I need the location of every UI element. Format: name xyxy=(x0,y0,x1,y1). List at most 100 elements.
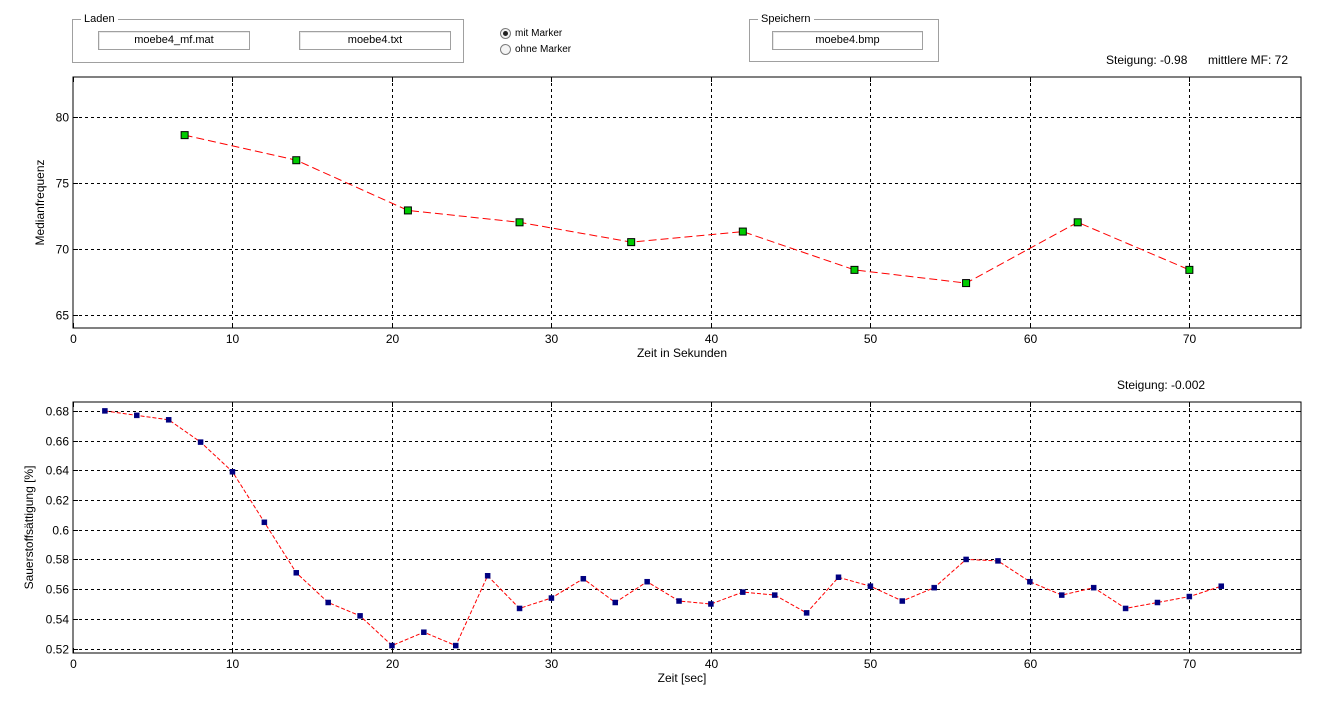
bottom-data-point xyxy=(1027,578,1033,585)
top-series-line xyxy=(184,134,1190,284)
bottom-data-point xyxy=(995,558,1001,564)
bottom-xtick-label: 10 xyxy=(226,657,240,671)
speichern-group: Speichern moebe4.bmp xyxy=(749,12,939,62)
laden-title: Laden xyxy=(81,12,118,26)
bottom-data-point xyxy=(612,599,618,606)
top-plot-area xyxy=(72,76,1302,329)
bottom-ytick-label: 0.54 xyxy=(46,613,70,627)
top-data-point xyxy=(1185,265,1194,274)
bottom-xtick-label: 60 xyxy=(1024,657,1038,671)
bottom-data-point xyxy=(197,439,204,445)
bottom-data-point xyxy=(165,417,172,423)
bottom-data-point xyxy=(899,598,906,604)
bottom-data-point xyxy=(325,599,331,606)
bottom-xtick-label: 40 xyxy=(705,657,719,671)
top-xtick-label: 30 xyxy=(545,332,559,346)
top-xtick-label: 50 xyxy=(864,332,878,346)
radio-ohne-marker-circle[interactable] xyxy=(500,43,511,55)
radio-mit-marker-label: mit Marker xyxy=(515,27,563,39)
bottom-ytick-label: 0.6 xyxy=(52,524,69,538)
bottom-data-point xyxy=(1122,605,1129,612)
bottom-data-point xyxy=(931,584,937,591)
bottom-series-line xyxy=(104,410,1222,647)
top-ylabel: Medianfrequenz xyxy=(33,159,47,245)
bottom-data-point xyxy=(134,412,140,419)
bottom-data-point xyxy=(261,519,268,526)
top-xtick-label: 40 xyxy=(705,332,719,346)
bottom-data-point xyxy=(357,613,363,619)
top-xlabel: Zeit in Sekunden xyxy=(637,346,727,360)
bottom-data-point xyxy=(389,642,395,649)
radio-mit-marker-circle[interactable] xyxy=(500,27,511,39)
laden-group: Laden moebe4_mf.mat moebe4.txt xyxy=(72,12,464,63)
radio-selected-dot xyxy=(503,30,508,36)
top-xtick-label: 0 xyxy=(70,332,77,346)
bottom-data-point xyxy=(1090,584,1097,591)
top-steigung-text: Steigung: -0.98 xyxy=(1106,53,1188,67)
radio-mit-marker[interactable]: mit Marker xyxy=(500,26,562,40)
bottom-data-point xyxy=(548,595,555,601)
bottom-data-point xyxy=(835,574,842,581)
speichern-file-field[interactable]: moebe4.bmp xyxy=(772,31,923,50)
bottom-xtick-label: 70 xyxy=(1183,657,1197,671)
bottom-data-point xyxy=(803,610,810,616)
top-data-point xyxy=(850,265,859,274)
bottom-data-point xyxy=(644,578,650,585)
bottom-ylabel: Sauerstoffsättigung [%] xyxy=(22,466,36,590)
bottom-data-point xyxy=(293,570,300,576)
bottom-data-point xyxy=(1154,599,1161,606)
radio-ohne-marker[interactable]: ohne Marker xyxy=(500,42,571,56)
bottom-data-point xyxy=(867,583,874,589)
bottom-xtick-label: 20 xyxy=(386,657,400,671)
bottom-plot-area xyxy=(72,401,1302,654)
bottom-data-point xyxy=(676,598,682,604)
bottom-xtick-label: 30 xyxy=(545,657,559,671)
top-ytick-label: 65 xyxy=(56,309,70,323)
top-data-point xyxy=(180,131,189,140)
bottom-ytick-label: 0.56 xyxy=(46,583,70,597)
laden-file2-field[interactable]: moebe4.txt xyxy=(299,31,451,50)
bottom-xtick-label: 0 xyxy=(70,657,77,671)
bottom-data-point xyxy=(771,592,778,598)
bottom-data-point xyxy=(963,556,969,563)
bottom-ytick-label: 0.66 xyxy=(46,435,70,449)
top-data-point xyxy=(292,156,301,165)
top-ytick-label: 80 xyxy=(56,111,70,125)
top-xtick-label: 20 xyxy=(386,332,400,346)
top-xtick-label: 60 xyxy=(1024,332,1038,346)
top-data-point xyxy=(738,227,747,236)
bottom-xlabel: Zeit [sec] xyxy=(658,671,707,685)
bottom-data-point xyxy=(1186,593,1193,600)
speichern-title: Speichern xyxy=(758,12,814,26)
bottom-data-point xyxy=(229,469,236,475)
top-mittlere-mf-text: mittlere MF: 72 xyxy=(1208,53,1289,67)
bottom-ytick-label: 0.58 xyxy=(46,553,70,567)
bottom-data-point xyxy=(421,629,427,635)
bottom-ytick-label: 0.62 xyxy=(46,494,70,508)
bottom-data-point xyxy=(580,575,587,582)
bottom-ytick-label: 0.68 xyxy=(46,405,70,419)
bottom-xtick-label: 50 xyxy=(864,657,878,671)
bottom-data-point xyxy=(102,408,108,414)
bottom-data-point xyxy=(484,573,491,579)
bottom-ytick-label: 0.52 xyxy=(46,643,70,657)
bottom-data-point xyxy=(516,605,523,612)
top-ytick-label: 70 xyxy=(56,243,70,257)
bottom-steigung-text: Steigung: -0.002 xyxy=(1117,378,1206,392)
top-data-point xyxy=(515,218,524,227)
bottom-data-point xyxy=(1218,583,1225,589)
laden-file1-field[interactable]: moebe4_mf.mat xyxy=(98,31,250,50)
bottom-data-point xyxy=(1059,592,1065,598)
top-xtick-label: 70 xyxy=(1183,332,1197,346)
top-data-point xyxy=(627,238,636,247)
bottom-data-point xyxy=(708,601,714,607)
top-xtick-label: 10 xyxy=(226,332,240,346)
top-ytick-label: 75 xyxy=(56,177,70,191)
top-data-point xyxy=(403,206,412,215)
bottom-data-point xyxy=(740,589,746,595)
bottom-ytick-label: 0.64 xyxy=(46,464,70,478)
radio-ohne-marker-label: ohne Marker xyxy=(515,43,572,55)
top-data-point xyxy=(962,279,971,288)
bottom-data-point xyxy=(453,642,459,649)
